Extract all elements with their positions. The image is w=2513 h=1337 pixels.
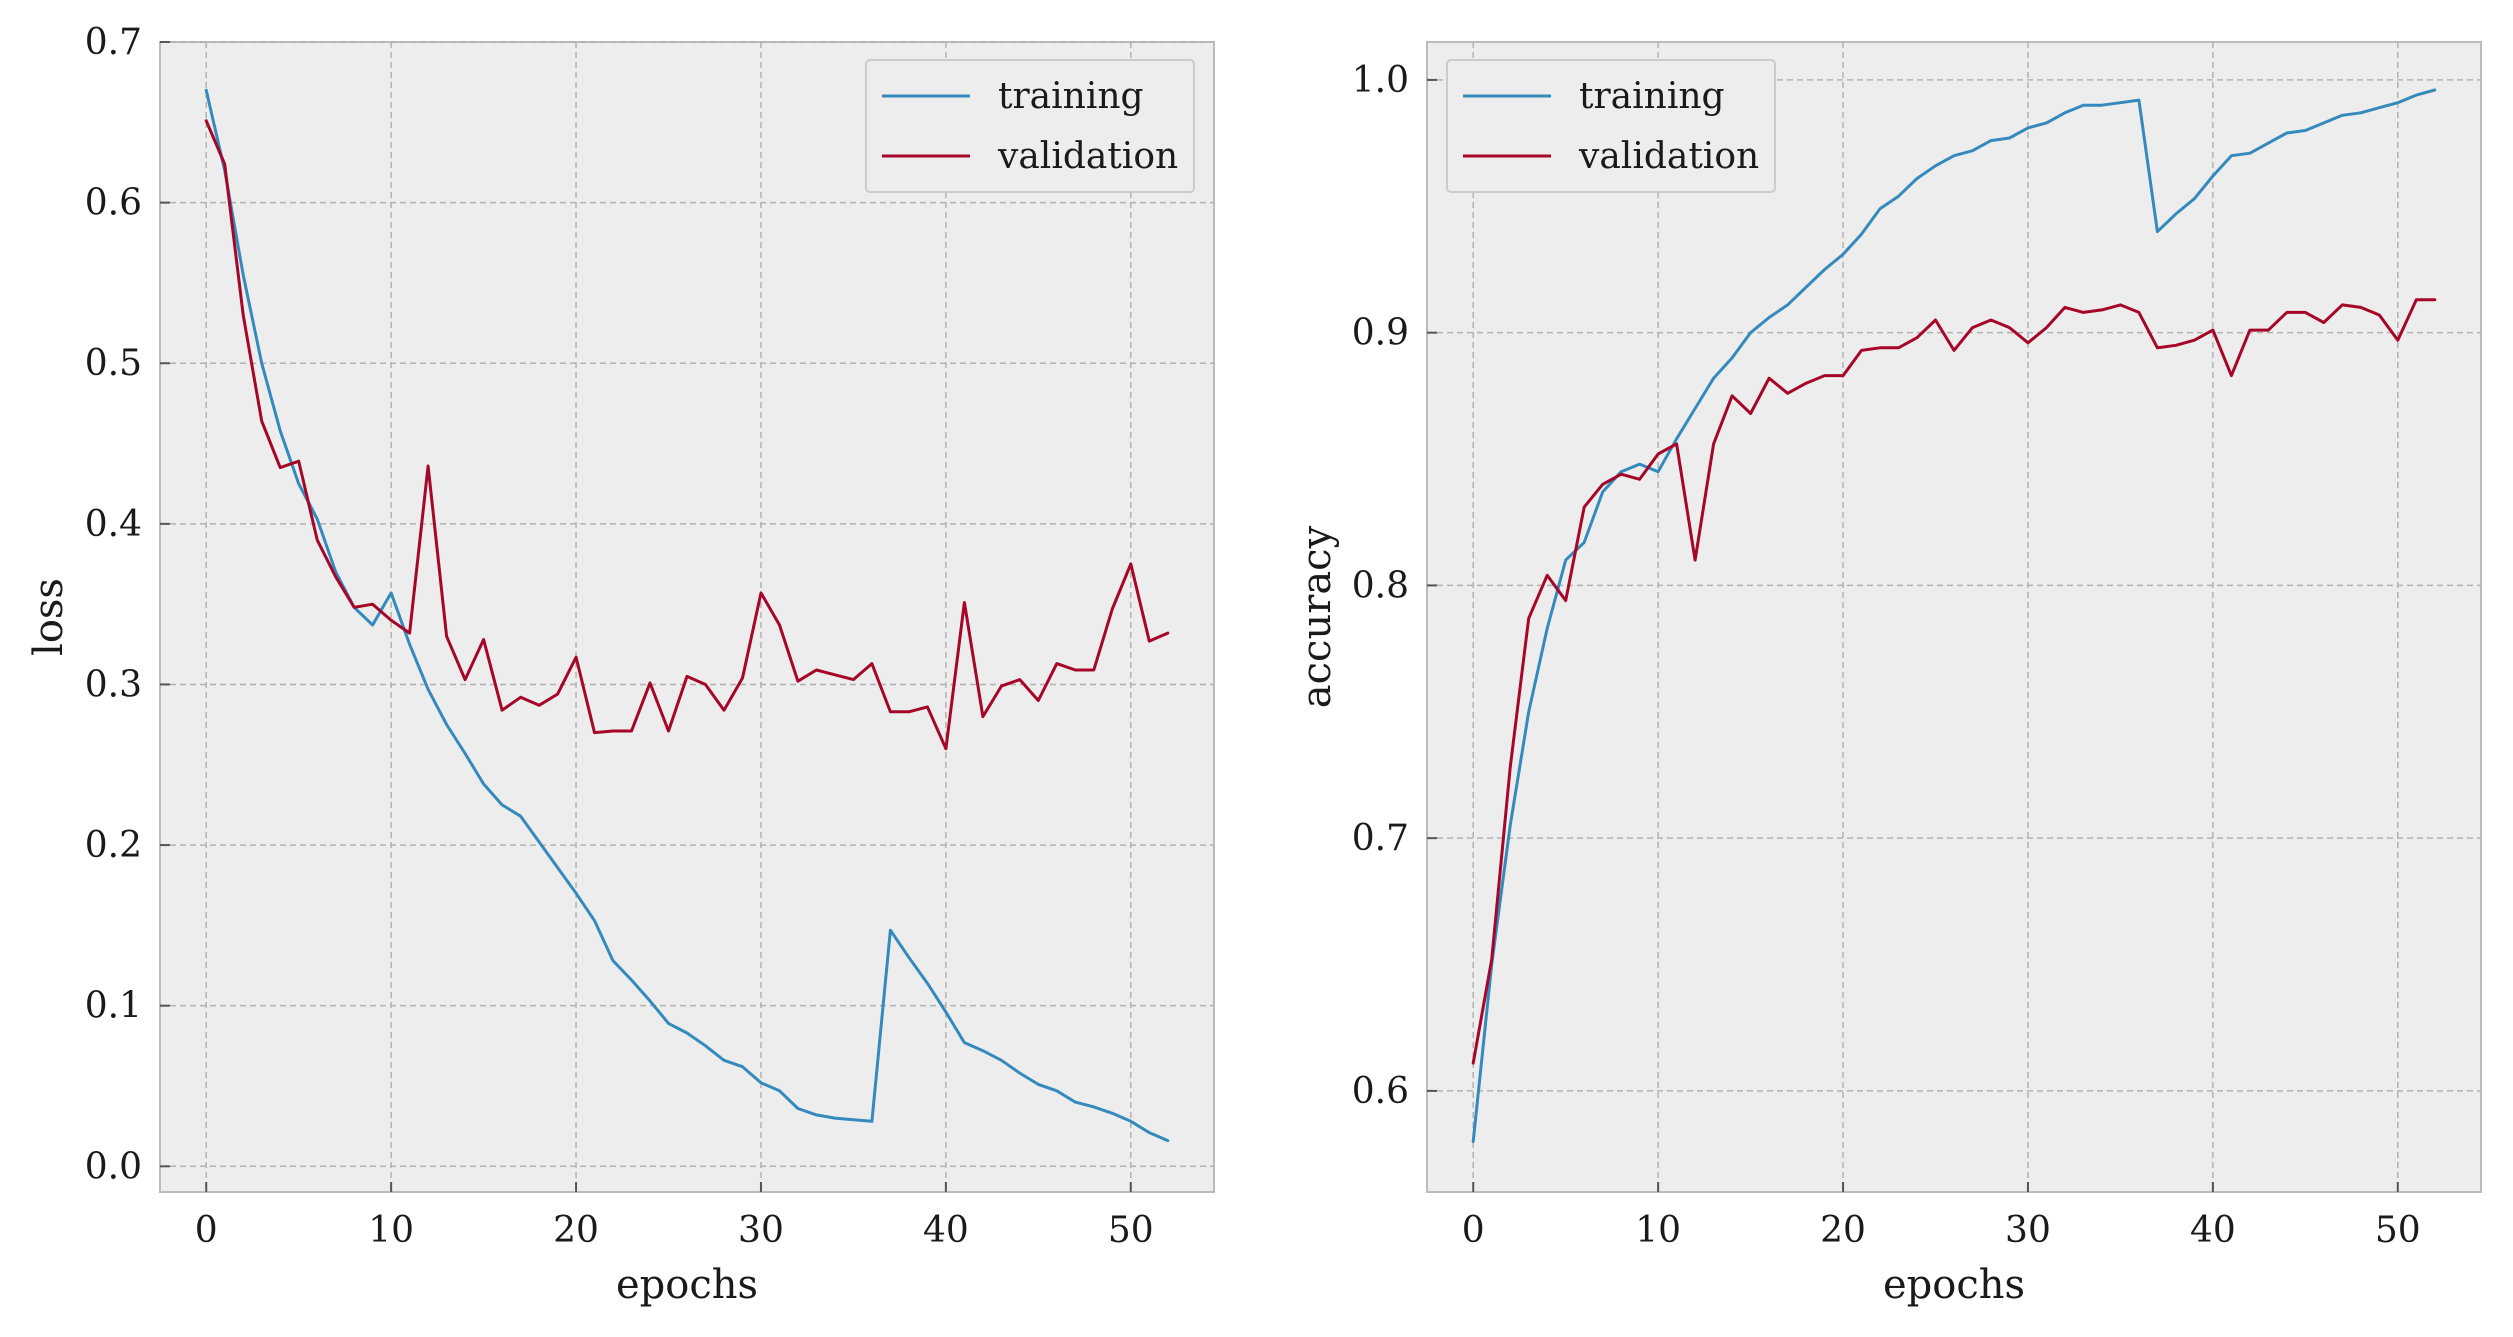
- loss-ytick-label: 0.4: [85, 504, 142, 545]
- loss-ytick-label: 0.5: [85, 343, 142, 384]
- accuracy-ticks: 0 10 20 30 40 50 0.6 0.7 0.8 0.9 1.0: [1352, 60, 2421, 1251]
- loss-xtick-label: 20: [553, 1210, 599, 1251]
- loss-legend: training validation: [865, 59, 1195, 193]
- accuracy-training-line: [1471, 88, 2437, 1143]
- loss-xtick-label: 50: [1108, 1210, 1154, 1251]
- loss-ytick-label: 0.6: [85, 183, 142, 224]
- accuracy-legend-box: [1446, 59, 1776, 193]
- accuracy-xtick-label: 40: [2190, 1210, 2236, 1251]
- accuracy-xtick-label: 20: [1820, 1210, 1866, 1251]
- accuracy-xtick-label: 30: [2005, 1210, 2051, 1251]
- loss-ytick-label: 0.3: [85, 664, 142, 705]
- loss-ytick-label: 0.2: [85, 825, 142, 866]
- loss-lines: [204, 88, 1170, 1143]
- loss-legend-validation-label: validation: [997, 136, 1178, 177]
- accuracy-legend-training-label: training: [1579, 76, 1725, 117]
- loss-plot-area: [159, 41, 1215, 1193]
- loss-validation-line: [204, 119, 1170, 751]
- loss-xtick-label: 10: [368, 1210, 414, 1251]
- accuracy-ylabel: accuracy: [1294, 525, 1340, 708]
- accuracy-ytick-label: 1.0: [1352, 60, 1409, 101]
- loss-ylabel: loss: [26, 578, 72, 656]
- accuracy-ytick-label: 0.6: [1352, 1071, 1409, 1112]
- accuracy-ytick-label: 0.7: [1352, 818, 1409, 859]
- loss-ytick-label: 0.1: [85, 986, 142, 1027]
- accuracy-xtick-label: 50: [2375, 1210, 2421, 1251]
- accuracy-legend-validation-label: validation: [1578, 136, 1759, 177]
- loss-xlabel: epochs: [616, 1262, 758, 1308]
- accuracy-xtick-label: 0: [1462, 1210, 1485, 1251]
- loss-xtick-label: 40: [923, 1210, 969, 1251]
- accuracy-xtick-label: 10: [1635, 1210, 1681, 1251]
- accuracy-panel: 0 10 20 30 40 50 0.6 0.7 0.8 0.9 1.0 epochs accura…: [1294, 41, 2482, 1308]
- loss-ytick-label: 0.0: [85, 1146, 142, 1187]
- loss-legend-training-label: training: [998, 76, 1144, 117]
- loss-xtick-label: 30: [738, 1210, 784, 1251]
- loss-legend-box: [865, 59, 1195, 193]
- accuracy-legend: training validation: [1446, 59, 1776, 193]
- loss-xtick-label: 0: [195, 1210, 218, 1251]
- accuracy-plot-area: [1426, 41, 2482, 1193]
- accuracy-lines: [1471, 88, 2437, 1143]
- loss-training-line: [204, 88, 1170, 1143]
- loss-grid: [160, 41, 1214, 1192]
- accuracy-ytick-label: 0.9: [1352, 313, 1409, 354]
- loss-ytick-label: 0.7: [85, 22, 142, 63]
- accuracy-xlabel: epochs: [1883, 1262, 2025, 1308]
- loss-ticks: 0 10 20 30 40 50 0.0 0.1 0.2 0.3 0.4 0.5 0.6 0.7: [85, 22, 1154, 1251]
- accuracy-ytick-label: 0.8: [1352, 565, 1409, 606]
- loss-panel: 0 10 20 30 40 50 0.0 0.1 0.2 0.3 0.4 0.5 0.6 0.7 epoc…: [26, 22, 1215, 1308]
- accuracy-validation-line: [1471, 298, 2437, 1065]
